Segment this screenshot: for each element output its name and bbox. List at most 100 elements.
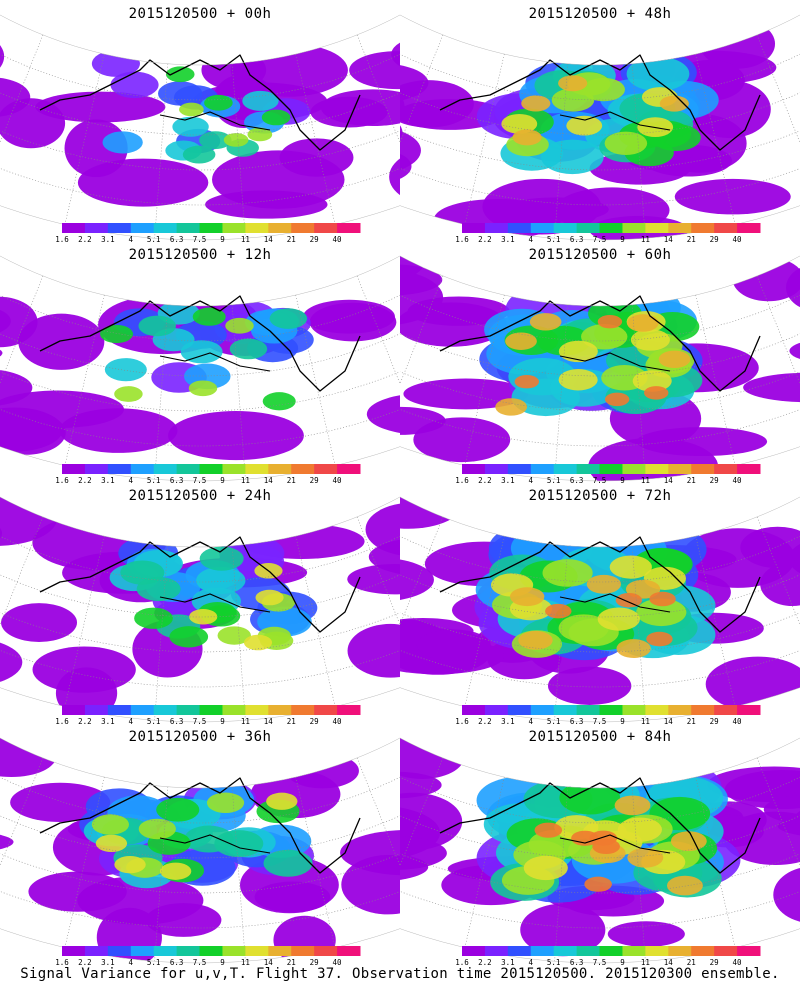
colorbar-segment xyxy=(484,223,509,233)
signal-variance-map: 1.6 2.2 3.1 4 5.1 6.3 7.5 9 11 14 21 29 40 xyxy=(400,6,800,244)
colorbar-segment xyxy=(153,464,178,474)
colorbar-tick-label: 21 xyxy=(687,235,696,244)
colorbar-tick-label: 6.3 xyxy=(170,235,184,244)
colorbar-segment xyxy=(291,705,315,715)
colorbar-tick-label: 40 xyxy=(333,235,343,244)
colorbar-segment xyxy=(668,464,692,474)
colorbar-tick-label: 6.3 xyxy=(170,717,184,726)
colorbar-segment xyxy=(107,705,132,715)
panel-title: 2015120500 + 72h xyxy=(528,488,672,504)
colorbar-tick-label: 2.2 xyxy=(478,476,492,485)
colorbar-tick-label: 11 xyxy=(641,476,650,485)
colorbar-segment xyxy=(530,946,555,956)
colorbar-segment xyxy=(337,223,361,233)
colorbar-segment xyxy=(245,223,269,233)
map-panel: 1.6 2.2 3.1 4 5.1 6.3 7.5 9 11 14 21 29 40 2015120500… xyxy=(0,482,400,730)
colorbar-tick-label: 4 xyxy=(129,476,134,485)
colorbar-segment xyxy=(645,464,669,474)
panel-title: 2015120500 + 84h xyxy=(528,729,672,745)
colorbar-tick-label: 29 xyxy=(310,235,319,244)
colorbar-tick-label: 40 xyxy=(733,235,743,244)
colorbar-segment xyxy=(62,464,86,474)
colorbar-segment xyxy=(291,946,315,956)
colorbar-tick-label: 11 xyxy=(241,476,250,485)
colorbar-segment xyxy=(153,946,178,956)
colorbar-tick-label: 1.6 xyxy=(455,476,469,485)
colorbar-tick-label: 6.3 xyxy=(570,476,584,485)
colorbar-tick-label: 6.3 xyxy=(570,717,584,726)
colorbar-tick-label: 4 xyxy=(129,717,134,726)
colorbar-tick-label: 21 xyxy=(287,717,296,726)
colorbar-tick-label: 29 xyxy=(310,476,319,485)
colorbar-tick-label: 11 xyxy=(641,958,650,967)
colorbar-tick-label: 3.1 xyxy=(501,476,515,485)
colorbar-segment xyxy=(222,464,246,474)
signal-variance-map: 1.6 2.2 3.1 4 5.1 6.3 7.5 9 11 14 21 29 40 xyxy=(0,488,400,726)
colorbar-tick-label: 29 xyxy=(310,958,319,967)
signal-variance-map: 1.6 2.2 3.1 4 5.1 6.3 7.5 9 11 14 21 29 40 xyxy=(400,247,800,485)
colorbar-segment xyxy=(268,464,292,474)
colorbar-tick-label: 1.6 xyxy=(455,958,469,967)
colorbar-segment xyxy=(691,705,715,715)
colorbar-segment xyxy=(130,223,155,233)
colorbar-segment xyxy=(314,464,338,474)
colorbar-segment xyxy=(737,946,761,956)
colorbar-tick-label: 11 xyxy=(641,235,650,244)
colorbar-segment xyxy=(645,705,669,715)
panel-title: 2015120500 + 36h xyxy=(128,729,272,745)
colorbar-segment xyxy=(84,946,109,956)
colorbar-segment xyxy=(62,705,86,715)
colorbar-segment xyxy=(507,464,532,474)
colorbar-tick-label: 9 xyxy=(620,235,625,244)
colorbar-tick-label: 11 xyxy=(241,717,250,726)
colorbar-segment xyxy=(622,464,646,474)
colorbar-segment xyxy=(622,223,646,233)
colorbar-segment xyxy=(576,705,601,715)
colorbar-tick-label: 2.2 xyxy=(478,717,492,726)
colorbar-segment xyxy=(530,705,555,715)
colorbar-tick-label: 5.1 xyxy=(147,958,161,967)
colorbar-segment xyxy=(84,223,109,233)
map-panel: 1.6 2.2 3.1 4 5.1 6.3 7.5 9 11 14 21 29 40 2015120500… xyxy=(400,482,800,730)
map-panel: 1.6 2.2 3.1 4 5.1 6.3 7.5 9 11 14 21 29 40 2015120500… xyxy=(0,723,400,971)
colorbar-segment xyxy=(245,946,269,956)
colorbar-tick-label: 7.5 xyxy=(193,958,207,967)
panel-title: 2015120500 + 60h xyxy=(528,247,672,263)
colorbar-tick-label: 29 xyxy=(710,958,719,967)
colorbar-tick-label: 21 xyxy=(687,958,696,967)
colorbar-segment xyxy=(107,223,132,233)
colorbar-segment xyxy=(576,223,601,233)
colorbar-segment xyxy=(576,946,601,956)
colorbar-segment xyxy=(530,464,555,474)
colorbar-tick-label: 9 xyxy=(220,717,225,726)
colorbar-tick-label: 14 xyxy=(264,476,274,485)
colorbar-segment xyxy=(153,705,178,715)
colorbar-segment xyxy=(645,223,669,233)
colorbar-tick-label: 14 xyxy=(264,958,274,967)
colorbar-segment xyxy=(668,946,692,956)
colorbar-tick-label: 1.6 xyxy=(55,235,69,244)
signal-variance-map: 1.6 2.2 3.1 4 5.1 6.3 7.5 9 11 14 21 29 40 xyxy=(400,488,800,726)
colorbar-segment xyxy=(576,464,601,474)
signal-variance-map: 1.6 2.2 3.1 4 5.1 6.3 7.5 9 11 14 21 29 40 xyxy=(400,729,800,967)
colorbar-tick-label: 2.2 xyxy=(78,958,92,967)
colorbar-segment xyxy=(645,946,669,956)
colorbar-segment xyxy=(599,464,623,474)
colorbar-tick-label: 1.6 xyxy=(55,476,69,485)
colorbar-segment xyxy=(130,464,155,474)
colorbar-tick-label: 14 xyxy=(664,235,674,244)
panel-title: 2015120500 + 00h xyxy=(128,6,272,22)
colorbar-segment xyxy=(314,705,338,715)
colorbar-tick-label: 7.5 xyxy=(593,717,607,726)
panel-title: 2015120500 + 48h xyxy=(528,6,672,22)
colorbar-segment xyxy=(222,705,246,715)
colorbar-segment xyxy=(291,464,315,474)
colorbar-segment xyxy=(553,223,578,233)
colorbar-segment xyxy=(599,223,623,233)
signal-variance-map: 1.6 2.2 3.1 4 5.1 6.3 7.5 9 11 14 21 29 40 xyxy=(0,6,400,244)
colorbar-tick-label: 5.1 xyxy=(147,717,161,726)
colorbar-tick-label: 2.2 xyxy=(78,235,92,244)
colorbar-segment xyxy=(176,705,201,715)
colorbar-segment xyxy=(176,946,201,956)
colorbar-segment xyxy=(553,705,578,715)
